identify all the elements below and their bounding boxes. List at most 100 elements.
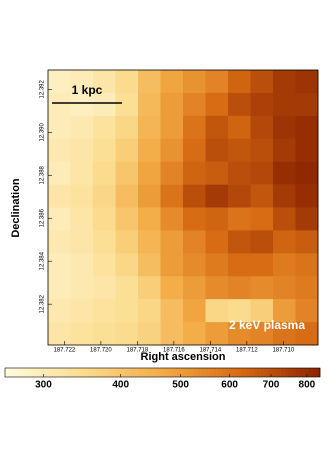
cell (228, 92, 251, 117)
y-tick-label: 12.392 (40, 80, 46, 99)
cell (48, 138, 71, 162)
cell (93, 115, 116, 140)
colorbar-segment (288, 368, 293, 377)
cell (250, 184, 274, 208)
colorbar-segment (276, 368, 281, 377)
colorbar-segment (64, 368, 69, 377)
cell (138, 92, 161, 117)
cell (93, 207, 116, 231)
cell (93, 70, 116, 94)
cell (138, 115, 161, 140)
colorbar-segment (146, 368, 151, 377)
colorbar-tick-label: 300 (35, 380, 52, 391)
cell (138, 161, 161, 185)
cell (228, 299, 251, 323)
cell (93, 184, 116, 208)
cell (250, 207, 274, 231)
colorbar-segment (205, 368, 211, 377)
cell (138, 230, 161, 254)
cell (93, 299, 116, 323)
cell (273, 276, 296, 300)
colorbar-segment (52, 368, 57, 377)
cell (70, 161, 94, 185)
colorbar-segment (272, 368, 277, 377)
cell (273, 70, 296, 94)
cell (115, 276, 139, 300)
colorbar-segment (28, 368, 33, 377)
cell (205, 276, 229, 300)
y-tick-label: 12.388 (40, 165, 46, 184)
cell (70, 138, 94, 162)
cell (48, 207, 71, 231)
colorbar-segment (95, 368, 100, 377)
plot-frame (47, 69, 319, 346)
x-tick-label: 187.710 (272, 348, 294, 354)
cell (138, 299, 161, 323)
cell (228, 161, 251, 185)
colorbar-segment (260, 368, 266, 377)
cell (205, 92, 229, 117)
cell (295, 299, 319, 323)
cell (48, 92, 71, 117)
colorbar-segment (150, 368, 155, 377)
cell (138, 207, 161, 231)
cell (70, 184, 94, 208)
cell (115, 115, 139, 140)
colorbar-segment (186, 368, 191, 377)
cell (70, 92, 94, 117)
cell (138, 276, 161, 300)
cell (250, 322, 274, 346)
colorbar-segment (178, 368, 183, 377)
colorbar-segment (5, 368, 10, 377)
cell (93, 92, 116, 117)
x-tick-label: 187.716 (163, 348, 185, 354)
colorbar-segment (166, 368, 171, 377)
cell (138, 322, 161, 346)
cell (48, 276, 71, 300)
cell (273, 138, 296, 162)
colorbar-segment (292, 368, 297, 377)
cell (70, 70, 94, 94)
cell (205, 253, 229, 277)
cell (70, 276, 94, 300)
colorbar-segment (268, 368, 274, 377)
cell (183, 299, 206, 323)
colorbar-segment (131, 368, 136, 377)
colorbar-segment (249, 368, 254, 377)
colorbar-segment (221, 368, 226, 377)
colorbar-segment (296, 368, 301, 377)
cell (160, 138, 184, 162)
cell (295, 115, 319, 140)
colorbar-segment (225, 368, 230, 377)
x-tick-label: 187.722 (54, 348, 76, 354)
x-tick-label: 187.720 (90, 348, 112, 354)
cell (250, 92, 274, 117)
colorbar-frame (4, 367, 321, 378)
colorbar-segment (138, 368, 144, 377)
colorbar-segment (162, 368, 167, 377)
colorbar-segment (71, 368, 77, 377)
cell (93, 276, 116, 300)
colorbar-segment (312, 368, 317, 377)
cell (138, 184, 161, 208)
cell (160, 184, 184, 208)
cell (273, 115, 296, 140)
cell (250, 70, 274, 94)
colorbar-segment (99, 368, 104, 377)
cell (93, 161, 116, 185)
colorbar-segment (217, 368, 222, 377)
cell (138, 138, 161, 162)
cell (160, 115, 184, 140)
cell (295, 184, 319, 208)
cell (160, 253, 184, 277)
cell (160, 299, 184, 323)
cell (295, 161, 319, 185)
cell (115, 184, 139, 208)
cell (160, 70, 184, 94)
cell (295, 92, 319, 117)
cell (115, 138, 139, 162)
colorbar-segment (142, 368, 148, 377)
cell (183, 70, 206, 94)
cell (273, 253, 296, 277)
cell (115, 230, 139, 254)
